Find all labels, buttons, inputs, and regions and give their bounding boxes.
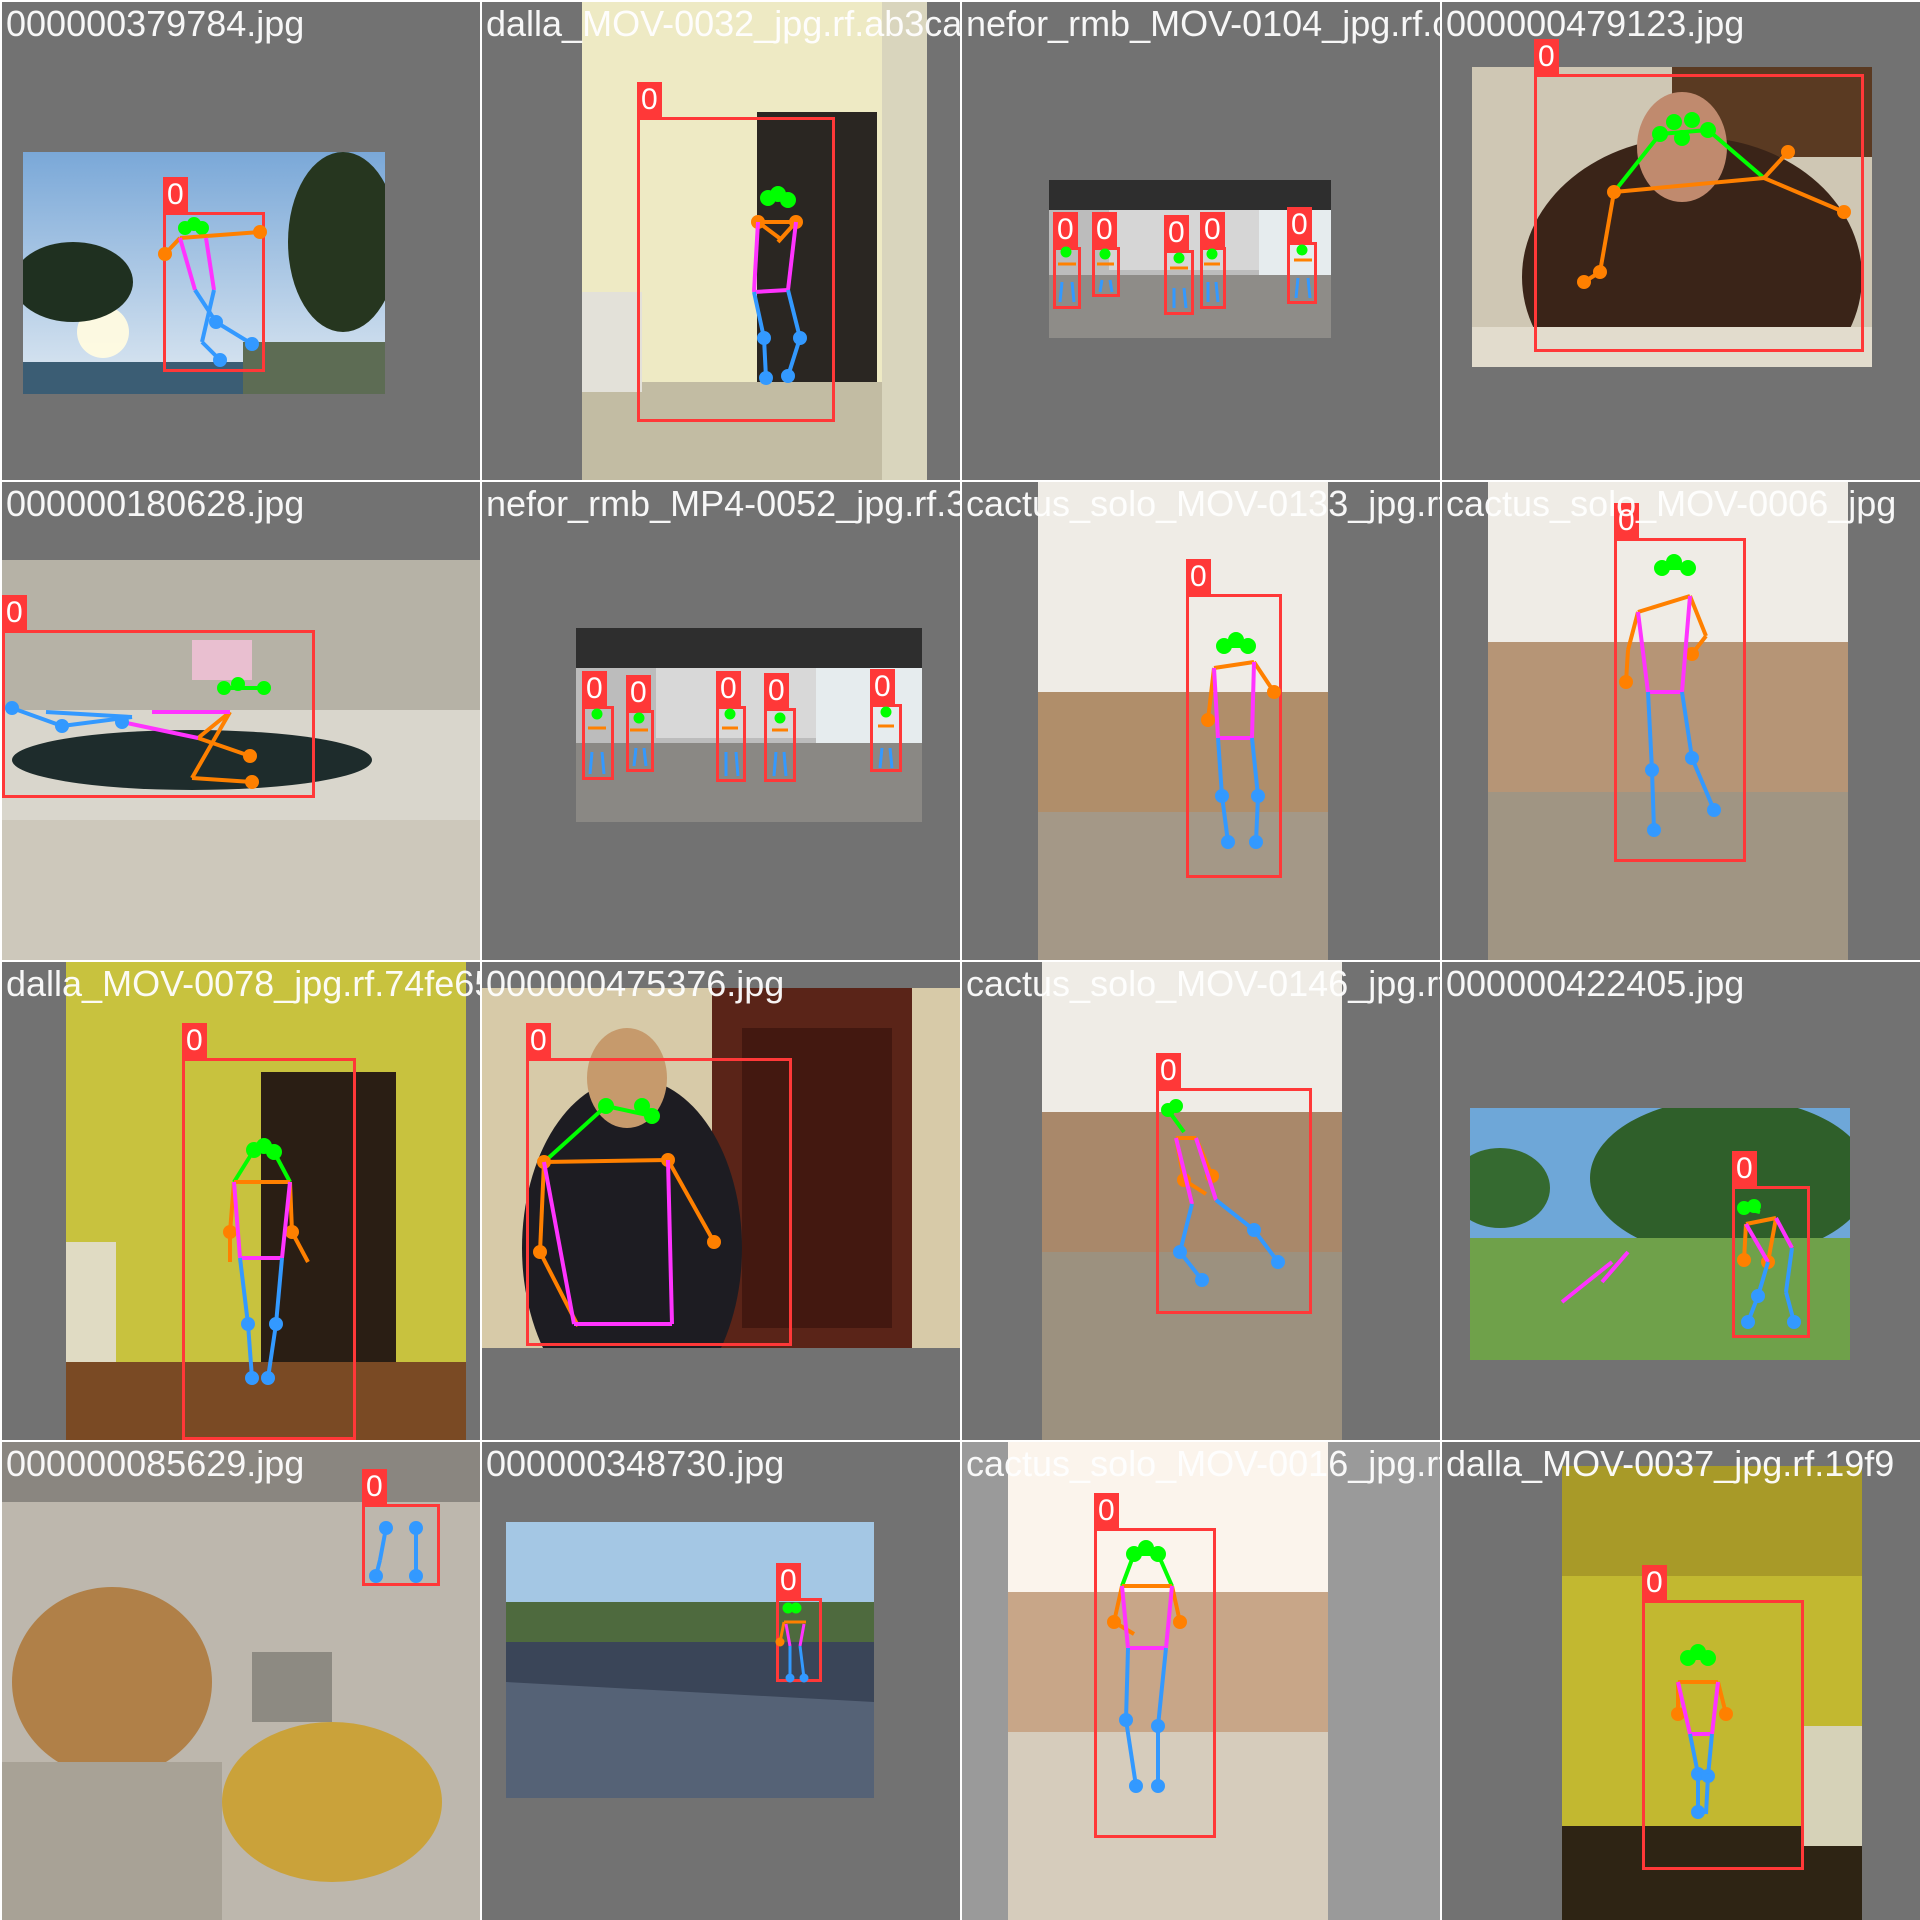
image-filename: 000000379784.jpg	[6, 6, 304, 42]
mosaic-tile: 0 cactus_solo_MOV-0146_jpg.rf.56d2492705…	[962, 962, 1440, 1440]
image-filename: cactus_solo_MOV-0016_jpg.rf.04df225e4037	[966, 1446, 1440, 1482]
photo-scene	[1562, 1466, 1862, 1920]
photo-scene	[1038, 482, 1328, 960]
photo	[1488, 482, 1848, 960]
image-filename: 000000348730.jpg	[486, 1446, 784, 1482]
mosaic-tile: 0 cactus_solo_MOV-0006_jpg	[1442, 482, 1920, 960]
mosaic-tile: 0 000000180628.jpg	[2, 482, 480, 960]
image-filename: dalla_MOV-0078_jpg.rf.74fe6570000178531	[6, 966, 480, 1002]
photo-scene	[576, 628, 922, 822]
photo-scene	[1472, 67, 1872, 367]
photo	[2, 560, 480, 960]
mosaic-tile: 0 cactus_solo_MOV-0016_jpg.rf.04df225e40…	[962, 1442, 1440, 1920]
photo	[66, 962, 466, 1440]
photo	[23, 152, 385, 394]
photo	[482, 988, 960, 1348]
photo-scene	[482, 988, 960, 1348]
photo-scene	[23, 152, 385, 394]
image-filename: 000000422405.jpg	[1446, 966, 1744, 1002]
photo-scene	[66, 962, 466, 1440]
image-filename: 000000180628.jpg	[6, 486, 304, 522]
photo	[1042, 962, 1342, 1440]
photo-scene	[1488, 482, 1848, 960]
mosaic-tile: 0 000000348730.jpg	[482, 1442, 960, 1920]
photo	[1470, 1108, 1850, 1360]
photo-scene	[1008, 1442, 1328, 1920]
mosaic-tile: 0 000000422405.jpg	[1442, 962, 1920, 1440]
photo-scene	[1042, 962, 1342, 1440]
image-filename: nefor_rmb_MOV-0104_jpg.rf.c045301b7910	[966, 6, 1440, 42]
mosaic-tile: 0 dalla_MOV-0032_jpg.rf.ab3cae5bf93e2951…	[482, 2, 960, 480]
photo	[1562, 1466, 1862, 1920]
mosaic-tile: 0 000000085629.jpg	[2, 1442, 480, 1920]
image-filename: cactus_solo_MOV-0133_jpg.rf.a0a6bd2ee3	[966, 486, 1440, 522]
mosaic-tile: 0 000000379784.jpg	[2, 2, 480, 480]
photo-scene	[506, 1522, 874, 1798]
image-filename: cactus_solo_MOV-0006_jpg	[1446, 486, 1896, 522]
image-filename: cactus_solo_MOV-0146_jpg.rf.56d249270535	[966, 966, 1440, 1002]
mosaic-tile: 0 dalla_MOV-0037_jpg.rf.19f9	[1442, 1442, 1920, 1920]
photo-scene	[1049, 180, 1331, 338]
mosaic-tile: 0 000000475376.jpg	[482, 962, 960, 1440]
photo-scene	[2, 1442, 480, 1920]
image-filename: dalla_MOV-0032_jpg.rf.ab3cae5bf93e2951f3	[486, 6, 960, 42]
photo	[1472, 67, 1872, 367]
mosaic-tile: 0 cactus_solo_MOV-0133_jpg.rf.a0a6bd2ee3	[962, 482, 1440, 960]
photo	[2, 1442, 480, 1920]
photo-scene	[582, 2, 927, 480]
image-filename: 000000475376.jpg	[486, 966, 784, 1002]
photo	[506, 1522, 874, 1798]
photo	[1038, 482, 1328, 960]
mosaic-tile: 0 0 0 0 0 nefor_rmb_MOV-0104_jpg.rf.c045…	[962, 2, 1440, 480]
photo	[1008, 1442, 1328, 1920]
mosaic-tile: 0 0 0 0 0 nefor_rmb_MP4-0052_jpg.rf.3627…	[482, 482, 960, 960]
photo	[576, 628, 922, 822]
photo	[1049, 180, 1331, 338]
photo	[582, 2, 927, 480]
photo-scene	[1470, 1108, 1850, 1360]
image-filename: 000000085629.jpg	[6, 1446, 304, 1482]
mosaic-tile: 0 dalla_MOV-0078_jpg.rf.74fe657000017853…	[2, 962, 480, 1440]
image-filename: nefor_rmb_MP4-0052_jpg.rf.3627de5f376cfd…	[486, 486, 960, 522]
photo-scene	[2, 560, 480, 960]
mosaic-tile: 0 000000479123.jpg	[1442, 2, 1920, 480]
image-filename: 000000479123.jpg	[1446, 6, 1744, 42]
image-filename: dalla_MOV-0037_jpg.rf.19f9	[1446, 1446, 1894, 1482]
